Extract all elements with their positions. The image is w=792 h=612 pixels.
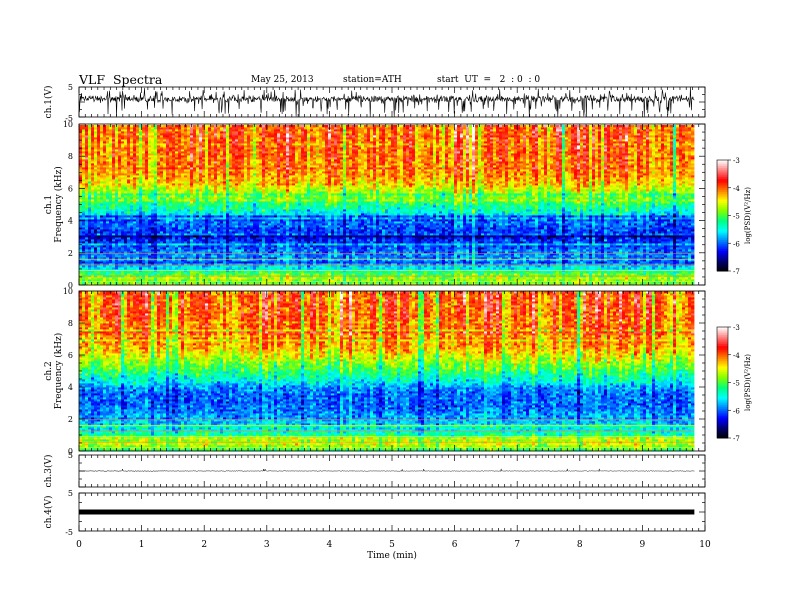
y-tick-label: 5 [68,83,73,92]
spectrogram-cells [79,125,694,285]
y-axis-label: ch.1(V) [43,86,54,119]
waveform-trace [79,87,694,117]
panel-ch1-spectrogram [79,124,705,285]
